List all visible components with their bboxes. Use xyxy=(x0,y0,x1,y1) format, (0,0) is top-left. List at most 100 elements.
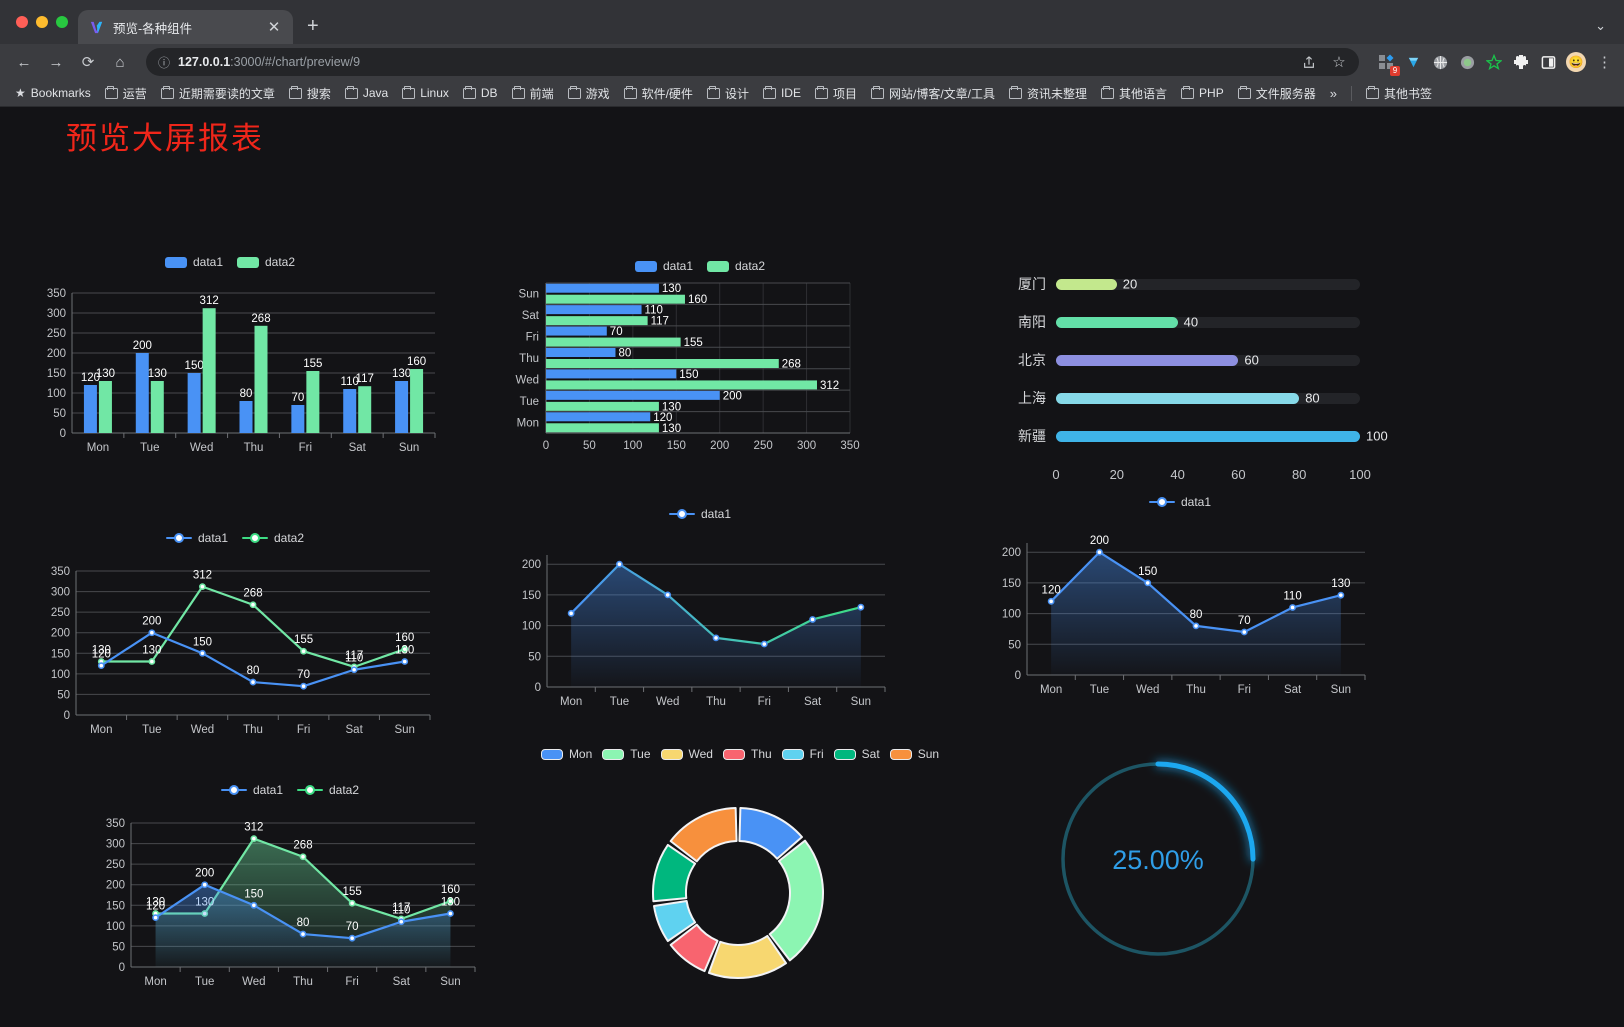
globe-grid-icon[interactable] xyxy=(1431,53,1449,71)
legend-item-sun[interactable]: Sun xyxy=(889,747,939,761)
bookmark-folder[interactable]: PHP xyxy=(1175,83,1230,103)
bookmark-folder[interactable]: 前端 xyxy=(506,82,560,105)
maximize-window-button[interactable] xyxy=(56,16,68,28)
legend-area-two-series[interactable]: data1 data2 xyxy=(95,783,485,797)
legend-item-data2[interactable]: data2 xyxy=(297,783,359,797)
sidebar-panel-icon[interactable] xyxy=(1539,53,1557,71)
chart-line-two-series[interactable]: data1 data2 0 50 100 150 200 250 300 350 Mon Tue W… xyxy=(40,531,440,744)
svg-text:200: 200 xyxy=(133,340,152,352)
legend-marker-data2 xyxy=(297,784,323,796)
svg-text:80: 80 xyxy=(247,665,260,677)
bookmark-folder[interactable]: 项目 xyxy=(809,82,863,105)
svg-text:120: 120 xyxy=(81,372,100,384)
bookmark-folder[interactable]: 运营 xyxy=(99,82,153,105)
extensions-puzzle-grid-icon[interactable]: 9 xyxy=(1377,53,1400,76)
legend-label: Wed xyxy=(688,747,713,761)
bookmark-folder[interactable]: 游戏 xyxy=(562,82,616,105)
bookmark-folder[interactable]: 搜索 xyxy=(283,82,337,105)
legend-item-data1[interactable]: data1 xyxy=(1148,495,1212,509)
chart-area-two-series[interactable]: data1 data2 0 50 100 150 200 250 300 350 Mon Tue W… xyxy=(95,783,485,1001)
legend-area-single[interactable]: data1 xyxy=(985,495,1375,509)
bookmark-folder[interactable]: 设计 xyxy=(701,82,755,105)
bookmark-folder[interactable]: 其他语言 xyxy=(1095,82,1173,105)
legend-marker-data2 xyxy=(242,532,268,544)
legend-item-fri[interactable]: Fri xyxy=(781,747,824,761)
svg-text:Mon: Mon xyxy=(144,976,166,988)
back-button[interactable]: ← xyxy=(16,53,32,71)
svg-text:130: 130 xyxy=(392,368,411,380)
legend-label-data1: data1 xyxy=(1180,495,1212,509)
progress-row[interactable]: 上海 80 xyxy=(1000,379,1360,417)
green-circle-icon[interactable] xyxy=(1458,53,1476,71)
close-tab-button[interactable]: ✕ xyxy=(267,18,281,36)
bookmark-folder[interactable]: DB xyxy=(457,83,504,103)
chart-gauge[interactable]: 25.00% xyxy=(1040,737,1280,992)
new-tab-button[interactable]: + xyxy=(307,15,319,37)
legend-bar-horizontal[interactable]: data1 data2 xyxy=(500,259,900,273)
legend-item-data1[interactable]: data1 xyxy=(634,259,693,273)
bookmarks-manager-entry[interactable]: ★ Bookmarks xyxy=(9,83,97,103)
chart-bar-horizontal[interactable]: data1 data2 0 50 100 150 200 250 300 350 Sun 130 1… xyxy=(500,259,900,470)
other-bookmarks-folder[interactable]: 其他书签 xyxy=(1360,82,1438,105)
minimize-window-button[interactable] xyxy=(36,16,48,28)
diamond-icon[interactable] xyxy=(1404,53,1422,71)
bookmark-folder[interactable]: 网站/博客/文章/工具 xyxy=(865,82,1001,105)
folder-icon xyxy=(1365,85,1379,99)
bookmark-folder[interactable]: Java xyxy=(339,83,394,103)
legend-item-data1[interactable]: data1 xyxy=(165,531,228,545)
browser-tab[interactable]: 预览-各种组件 ✕ xyxy=(78,10,293,44)
legend-item-wed[interactable]: Wed xyxy=(660,747,713,761)
legend-item-mon[interactable]: Mon xyxy=(540,747,592,761)
address-bar[interactable]: ⓘ 127.0.0.1:3000/#/chart/preview/9 ☆ xyxy=(146,48,1359,76)
legend-item-data2[interactable]: data2 xyxy=(707,259,765,273)
chart-bar-vertical[interactable]: data1 data2 0 50 100 150 200 250 300 350 Mon 120 1… xyxy=(30,255,440,476)
profile-avatar[interactable]: 😀 xyxy=(1566,52,1586,72)
close-window-button[interactable] xyxy=(16,16,28,28)
chevron-down-icon[interactable]: ⌄ xyxy=(1595,18,1606,33)
bookmark-folder[interactable]: 软件/硬件 xyxy=(618,82,699,105)
home-button[interactable]: ⌂ xyxy=(115,53,125,71)
legend-item-data1[interactable]: data1 xyxy=(164,255,223,269)
forward-button[interactable]: → xyxy=(48,53,64,71)
bookmark-folder[interactable]: IDE xyxy=(757,83,807,103)
legend-item-tue[interactable]: Tue xyxy=(602,747,651,761)
chart-line-gradient[interactable]: data1 0 50 100 150 200 Mon Tue Wed Thu Fri Sat Sun xyxy=(505,507,895,725)
bookmark-folder[interactable]: 文件服务器 xyxy=(1232,82,1322,105)
legend-item-data2[interactable]: data2 xyxy=(242,531,304,545)
progress-row[interactable]: 南阳 40 xyxy=(1000,303,1360,341)
legend-item-thu[interactable]: Thu xyxy=(722,747,772,761)
progress-row[interactable]: 北京 60 xyxy=(1000,341,1360,379)
chart-donut[interactable]: Mon Tue Wed Thu Fri Sat Sun xyxy=(540,747,940,1016)
bookmark-folder[interactable]: 资讯未整理 xyxy=(1003,82,1093,105)
legend-line-gradient[interactable]: data1 xyxy=(505,507,895,521)
chart-area-single[interactable]: data1 0 50 100 150 200 Mon Tue Wed Thu Fri Sat Sun 1… xyxy=(985,495,1375,713)
legend-line-two-series[interactable]: data1 data2 xyxy=(40,531,430,545)
svg-text:150: 150 xyxy=(522,590,541,602)
legend-item-data1[interactable]: data1 xyxy=(668,507,731,521)
legend-item-data1[interactable]: data1 xyxy=(220,783,283,797)
puzzle-piece-icon[interactable] xyxy=(1512,53,1530,71)
legend-donut[interactable]: Mon Tue Wed Thu Fri Sat Sun xyxy=(540,747,940,761)
legend-item-sat[interactable]: Sat xyxy=(833,747,880,761)
bookmark-folder[interactable]: Linux xyxy=(396,83,455,103)
reload-button[interactable]: ⟳ xyxy=(81,54,95,71)
site-info-icon[interactable]: ⓘ xyxy=(158,55,171,70)
bookmark-label: IDE xyxy=(780,86,801,100)
svg-text:312: 312 xyxy=(193,570,212,582)
legend-bar-vertical[interactable]: data1 data2 xyxy=(30,255,430,269)
share-icon[interactable] xyxy=(1295,48,1323,76)
progress-row[interactable]: 厦门 20 xyxy=(1000,265,1360,303)
bookmark-star-icon[interactable]: ☆ xyxy=(1332,54,1346,71)
chart-progress-bars[interactable]: 厦门 20 南阳 40 北京 60 上海 80 新疆 100 0 20 40 60 80 100 xyxy=(1000,265,1388,487)
legend-item-data2[interactable]: data2 xyxy=(237,255,295,269)
svg-text:130: 130 xyxy=(662,423,681,435)
progress-row[interactable]: 新疆 100 xyxy=(1000,417,1388,455)
progress-track: 40 xyxy=(1056,315,1360,330)
violet-v-favicon-icon xyxy=(88,19,104,35)
svg-text:0: 0 xyxy=(64,710,70,722)
browser-menu-button[interactable]: ⋮ xyxy=(1597,54,1612,71)
window-controls[interactable] xyxy=(12,0,78,44)
bookmarks-overflow-button[interactable]: » xyxy=(1329,85,1337,101)
star-outline-green-icon[interactable] xyxy=(1485,53,1503,71)
bookmark-folder[interactable]: 近期需要读的文章 xyxy=(155,82,281,105)
